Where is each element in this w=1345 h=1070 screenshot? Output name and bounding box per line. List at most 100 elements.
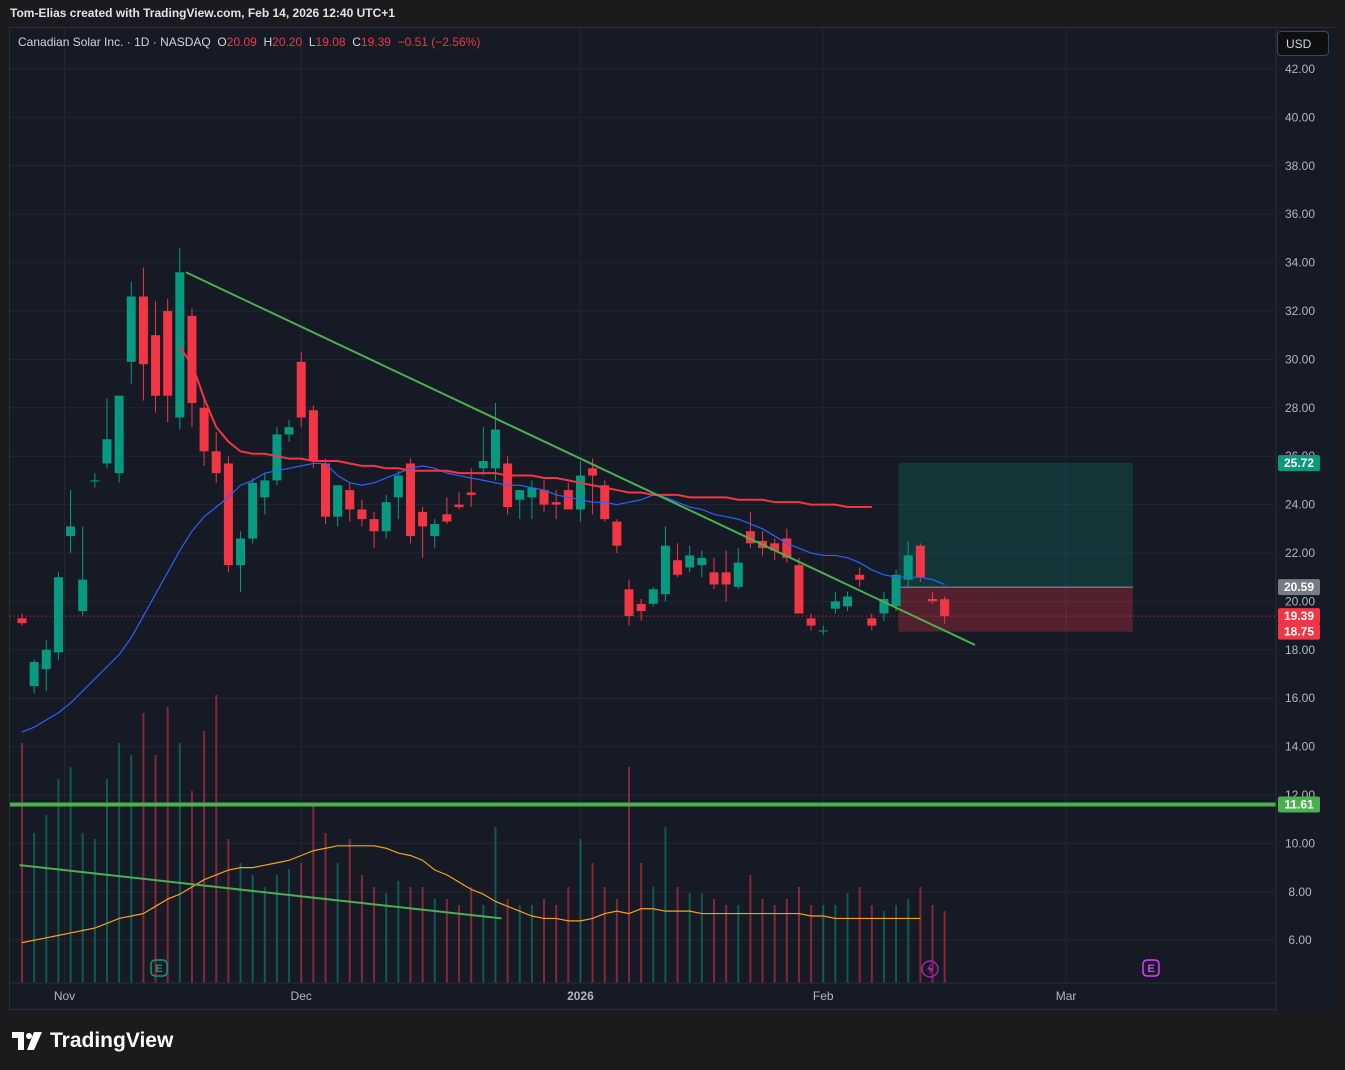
candle-body: [782, 538, 792, 558]
volume-bar: [858, 887, 861, 983]
position-profit-zone: [898, 462, 1133, 588]
candle-body: [442, 514, 452, 522]
volume-bar: [506, 899, 509, 983]
volume-bar: [870, 905, 873, 983]
price-label-box: [1278, 579, 1320, 596]
price-axis: [1276, 28, 1336, 1011]
candle-body: [41, 649, 51, 670]
sma-fast-line: [21, 462, 945, 733]
volume-bar: [130, 755, 133, 983]
candle-body: [843, 596, 853, 607]
candle-body: [551, 502, 561, 505]
volume-bar: [895, 905, 898, 983]
time-tick-label: Feb: [813, 989, 834, 1003]
candle-body: [770, 543, 780, 551]
volume-bar: [543, 899, 546, 983]
price-label-box: [1278, 454, 1320, 471]
price-label-text: 25.72: [1284, 456, 1314, 470]
candle-body: [357, 509, 367, 520]
volume-bar: [628, 767, 630, 983]
candle-body: [733, 562, 743, 587]
volume-bar: [178, 743, 181, 983]
symbol-name[interactable]: Canadian Solar Inc. · 1D · NASDAQ: [18, 35, 211, 49]
close-value: 19.39: [360, 35, 391, 49]
candle-body: [211, 451, 221, 474]
volume-bar: [239, 863, 242, 983]
candle-body: [405, 463, 415, 537]
high-label: H: [263, 35, 273, 49]
candle-body: [490, 429, 500, 469]
volume-bar: [21, 743, 23, 983]
price-tick-label: 10.00: [1285, 836, 1315, 850]
candle-body: [114, 395, 124, 474]
price-label-box: [1278, 623, 1320, 640]
volume-bar: [360, 875, 363, 983]
open-label: O: [217, 35, 227, 49]
volume-bar: [288, 869, 291, 983]
candle-body: [248, 482, 258, 539]
price-chart[interactable]: 42.00 40.00 38.00 36.00 34.00 32.00 30.00 28.00…: [10, 28, 1336, 1011]
candle-body: [478, 461, 488, 469]
volume-bar: [118, 743, 121, 983]
candle-body: [17, 618, 27, 624]
volume-bar: [834, 905, 837, 983]
volume-bar: [652, 887, 655, 983]
volume-bar: [591, 863, 594, 983]
volume-bar: [45, 815, 48, 983]
volume-bar: [797, 887, 800, 983]
price-tick-label: 8.00: [1288, 885, 1312, 899]
candle-body: [575, 475, 585, 510]
candle-body: [175, 272, 185, 418]
candle-body: [830, 601, 840, 609]
volume-bar: [494, 827, 497, 983]
candle-body: [660, 545, 670, 595]
candle-body: [53, 577, 63, 653]
volume-bar: [81, 833, 84, 983]
candle-body: [806, 618, 816, 626]
volume-bar: [166, 707, 169, 983]
volume-bar: [263, 887, 266, 983]
chart-pane[interactable]: 42.00 40.00 38.00 36.00 34.00 32.00 30.00 28.00…: [9, 27, 1336, 1011]
volume-bar: [227, 839, 230, 983]
candle-body: [563, 490, 573, 510]
sma-slow-line: [179, 346, 872, 509]
candle-body: [126, 296, 136, 362]
candle-body: [454, 504, 464, 508]
candle-body: [308, 410, 318, 462]
price-tick-label: 32.00: [1285, 304, 1315, 318]
low-value: 19.08: [315, 35, 346, 49]
low-label: L: [308, 35, 316, 49]
volume-bar: [421, 887, 424, 983]
price-label-text: 11.61: [1284, 797, 1314, 811]
candle-body: [527, 487, 537, 498]
volume-bar: [433, 899, 436, 983]
volume-bar: [93, 839, 96, 983]
volume-bar: [761, 899, 764, 983]
volume-bar: [530, 905, 533, 983]
header-watermark: Tom-Elias created with TradingView.com, …: [10, 6, 395, 20]
candle-body: [430, 523, 440, 537]
candle-body: [612, 521, 622, 546]
volume-bar: [579, 839, 582, 983]
candle-body: [102, 439, 112, 464]
volume-bar: [348, 839, 351, 983]
tradingview-logo[interactable]: TradingView: [12, 1028, 173, 1054]
volume-bar: [482, 905, 485, 983]
candle-body: [648, 589, 658, 604]
candle-body: [223, 463, 233, 566]
candle-body: [466, 492, 476, 495]
time-tick-label: 2026: [567, 989, 594, 1003]
price-tick-label: 40.00: [1285, 110, 1315, 124]
volume-bar: [409, 887, 412, 983]
currency-button[interactable]: USD: [1277, 31, 1329, 56]
volume-bar: [33, 833, 36, 983]
candle-body: [915, 545, 925, 578]
price-label-text: 20.59: [1284, 580, 1314, 594]
price-tick-label: 42.00: [1285, 62, 1315, 76]
price-label-box: [1278, 796, 1320, 813]
candle-body: [940, 599, 950, 617]
candle-body: [187, 315, 197, 403]
volume-bar: [615, 899, 618, 983]
volume-ma-line: [21, 845, 921, 944]
candle-body: [369, 519, 379, 532]
